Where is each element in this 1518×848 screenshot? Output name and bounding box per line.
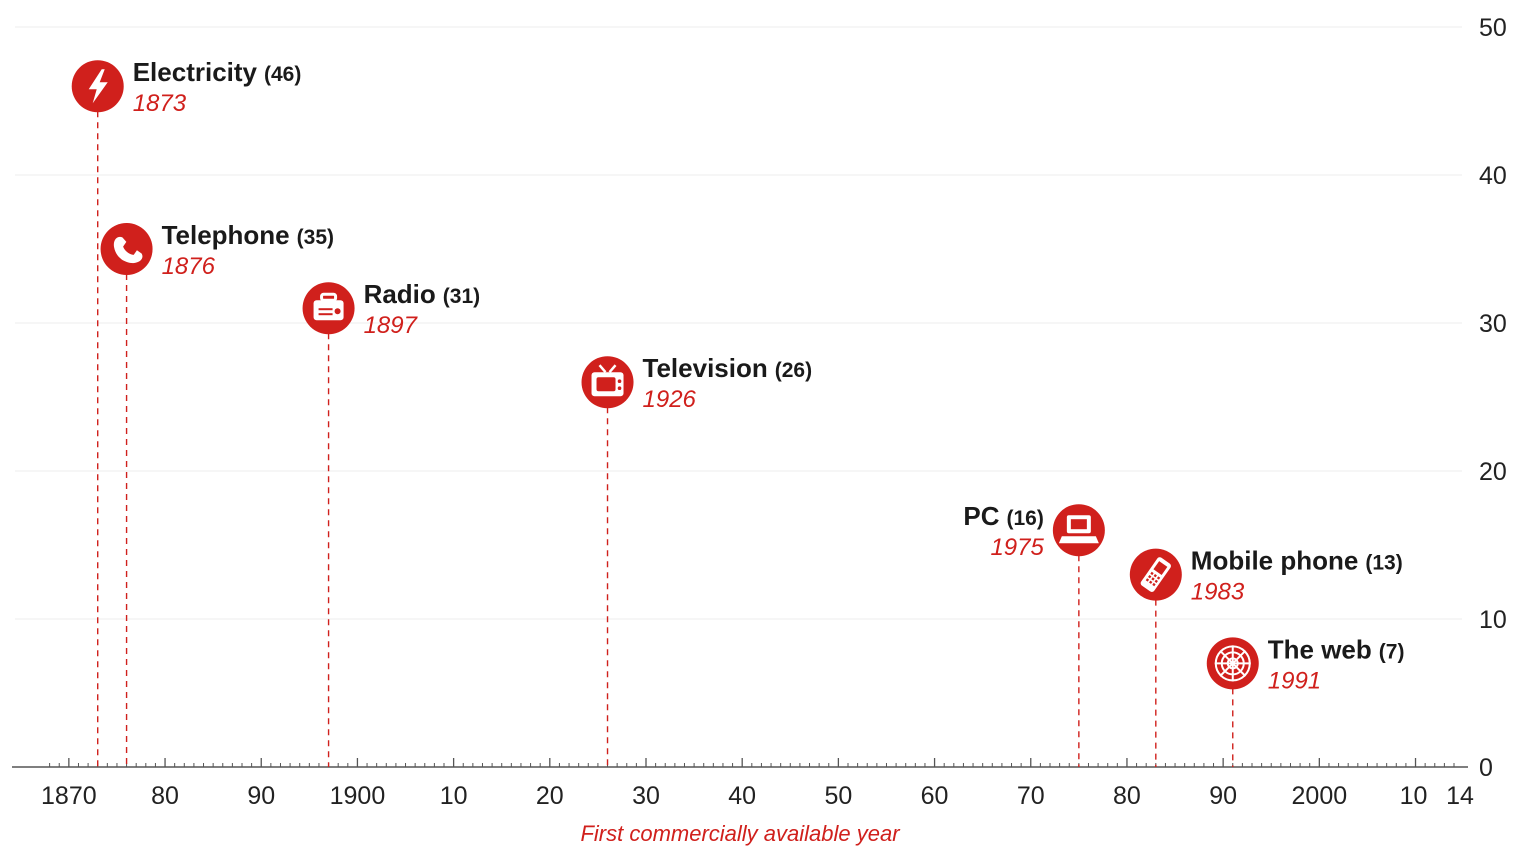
x-tick-label: 50 xyxy=(824,782,852,810)
point-mobile-phone: Mobile phone (13) 1983 xyxy=(1129,546,1403,767)
point-label: Electricity (46) xyxy=(133,57,302,87)
y-tick-label: 0 xyxy=(1479,754,1493,782)
point-label: PC (16) xyxy=(963,501,1043,531)
x-tick-label: 40 xyxy=(728,782,756,810)
x-tick-label: 10 xyxy=(1400,782,1428,810)
point-label: The web (7) xyxy=(1268,634,1405,664)
point-year: 1873 xyxy=(133,90,187,117)
point-value: (16) xyxy=(1006,507,1043,530)
point-value: (46) xyxy=(264,63,301,86)
point-name: Mobile phone xyxy=(1191,546,1359,576)
point-value: (26) xyxy=(775,359,812,382)
point-year: 1975 xyxy=(990,534,1044,561)
x-tick-label: 30 xyxy=(632,782,660,810)
point-television: Television (26) 1926 xyxy=(581,353,813,767)
x-axis-title: First commercially available year xyxy=(580,821,901,846)
point-name: The web xyxy=(1268,634,1372,664)
y-axis: 0 10 20 30 40 50 xyxy=(1479,14,1507,782)
point-year: 1876 xyxy=(162,253,216,280)
point-year: 1991 xyxy=(1268,667,1321,694)
x-tick-label: 80 xyxy=(151,782,179,810)
television-icon xyxy=(591,364,624,397)
x-tick-label: 10 xyxy=(440,782,468,810)
x-tick-label: 20 xyxy=(536,782,564,810)
y-tick-label: 20 xyxy=(1479,458,1507,486)
point-name: Electricity xyxy=(133,57,258,87)
lightning-icon xyxy=(88,69,108,104)
point-electricity: Electricity (46) 1873 xyxy=(71,57,302,767)
point-name: PC xyxy=(963,501,999,531)
mobile-phone-icon xyxy=(1140,557,1171,592)
point-name: Telephone xyxy=(162,220,290,250)
point-the-web: The web (7) 1991 xyxy=(1206,634,1405,767)
x-tick-label: 70 xyxy=(1017,782,1045,810)
grid-layer xyxy=(15,26,1462,620)
y-tick-label: 30 xyxy=(1479,310,1507,338)
pc-icon xyxy=(1058,515,1099,544)
point-radio: Radio (31) 1897 xyxy=(302,279,481,767)
marker-telephone xyxy=(100,223,153,275)
x-tick-label: 80 xyxy=(1113,782,1141,810)
point-label: Mobile phone (13) xyxy=(1191,546,1403,576)
telephone-icon xyxy=(113,236,143,264)
x-tick-label: 2000 xyxy=(1292,782,1348,810)
point-name: Television xyxy=(643,353,768,383)
point-label: Telephone (35) xyxy=(162,220,334,250)
point-label: Radio (31) xyxy=(364,279,481,309)
point-year: 1897 xyxy=(364,312,419,339)
point-value: (13) xyxy=(1365,552,1402,575)
y-tick-label: 50 xyxy=(1479,14,1507,42)
radio-icon xyxy=(313,292,344,321)
point-year: 1926 xyxy=(643,386,697,413)
point-telephone: Telephone (35) 1876 xyxy=(100,220,334,767)
x-tick-label: 14 xyxy=(1446,782,1474,810)
point-value: (35) xyxy=(297,226,334,249)
x-tick-label: 90 xyxy=(247,782,275,810)
point-pc: PC (16) 1975 xyxy=(963,501,1105,767)
points-layer: Electricity (46) 1873 Telephone (35) 1876 Radi… xyxy=(71,57,1405,767)
y-tick-label: 40 xyxy=(1479,162,1507,190)
web-icon xyxy=(1214,645,1251,682)
point-label: Television (26) xyxy=(643,353,813,383)
y-tick-label: 10 xyxy=(1479,606,1507,634)
point-value: (31) xyxy=(443,285,480,308)
x-tick-label: 90 xyxy=(1209,782,1237,810)
x-tick-label: 1870 xyxy=(41,782,97,810)
point-name: Radio xyxy=(364,279,436,309)
point-year: 1983 xyxy=(1191,579,1245,606)
x-tick-label: 60 xyxy=(921,782,949,810)
x-tick-label: 1900 xyxy=(330,782,386,810)
point-value: (7) xyxy=(1379,640,1405,663)
x-axis: 1870 80 90 1900 10 20 30 40 50 60 70 80 90 2000 10 14 xyxy=(12,758,1474,810)
